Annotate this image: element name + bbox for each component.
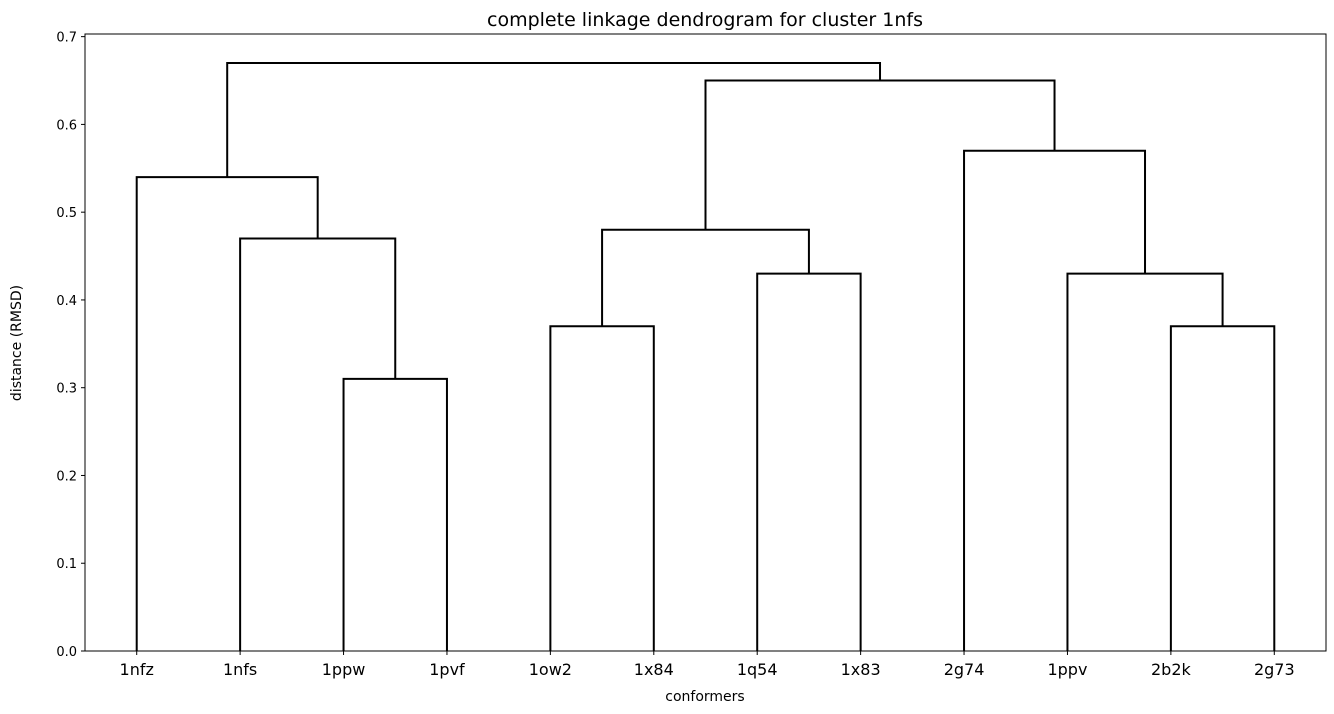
leaf-label: 1pvf xyxy=(429,660,465,679)
y-tick-label: 0.3 xyxy=(56,382,77,397)
leaf-label: 1x84 xyxy=(634,660,674,679)
y-tick-label: 0.7 xyxy=(56,31,77,46)
y-axis: 0.0 0.1 0.2 0.3 0.4 0.5 0.6 0.7 xyxy=(56,31,85,660)
dendrogram-link xyxy=(239,237,397,651)
dendrogram-link xyxy=(1066,272,1224,651)
y-tick-label: 0.5 xyxy=(56,206,77,221)
y-tick-label: 0.2 xyxy=(56,469,77,484)
leaf-label: 2b2k xyxy=(1151,660,1192,679)
y-tick-label: 0.6 xyxy=(56,118,77,133)
leaf-label: 1ow2 xyxy=(529,660,572,679)
chart-title: complete linkage dendrogram for cluster … xyxy=(487,9,923,31)
y-tick-label: 0.1 xyxy=(56,557,77,572)
y-axis-label: distance (RMSD) xyxy=(9,285,25,401)
y-tick-label: 0.0 xyxy=(56,645,77,660)
dendrogram-link xyxy=(1169,325,1276,651)
plot-frame xyxy=(84,33,1327,652)
dendrogram-link xyxy=(756,272,862,651)
leaf-label: 1ppw xyxy=(322,660,366,679)
leaf-label: 1nfz xyxy=(120,660,154,679)
leaf-label: 1nfs xyxy=(223,660,257,679)
leaf-label: 2g74 xyxy=(944,660,985,679)
x-axis-label: conformers xyxy=(665,689,744,705)
dendrogram-link xyxy=(135,176,319,651)
dendrogram-link xyxy=(226,61,882,178)
leaf-label: 1x83 xyxy=(841,660,881,679)
dendrogram-link xyxy=(704,79,1056,230)
dendrogram-link xyxy=(549,325,655,651)
x-axis: 1nfz 1nfs 1ppw 1pvf 1ow2 1x84 1q54 1x83 2g74 1ppv… xyxy=(120,651,1295,679)
dendrogram-link xyxy=(963,149,1147,651)
leaf-label: 2g73 xyxy=(1254,660,1295,679)
dendrogram-links xyxy=(135,61,1276,651)
leaf-label: 1q54 xyxy=(737,660,778,679)
dendrogram-link xyxy=(601,228,810,327)
dendrogram-link xyxy=(342,377,448,651)
y-tick-label: 0.4 xyxy=(56,294,77,309)
leaf-label: 1ppv xyxy=(1047,660,1087,679)
